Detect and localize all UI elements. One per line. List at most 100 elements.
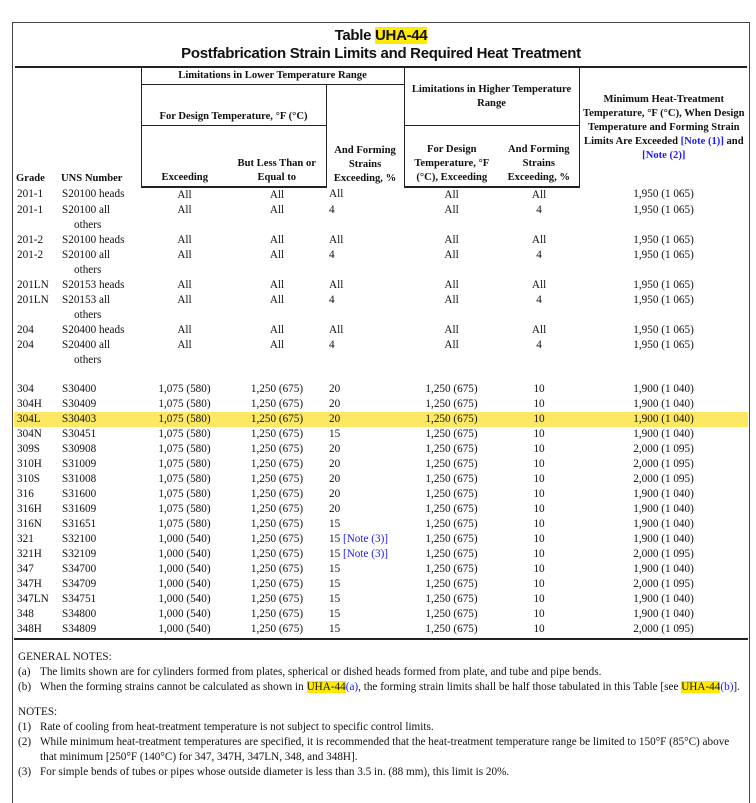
cell-min-ht: 1,950 (1 065) <box>633 204 694 216</box>
uha-44b-link[interactable]: (b) <box>720 681 734 693</box>
cell-grade: 304H <box>17 398 42 410</box>
cell-uns: S31609 <box>62 503 97 515</box>
cell-higher-design: 1,250 (675) <box>425 488 478 500</box>
cell-forming: All <box>329 188 344 200</box>
note-item: (3) For simple bends of tubes or pipes wh… <box>18 766 510 778</box>
cell-uns: S31651 <box>62 518 97 530</box>
table-row: 304H S30409 1,075 (580) 1,250 (675) 20 1,250 … <box>14 397 748 412</box>
title-rule <box>15 66 747 68</box>
table-row: 204 S20400 all others All All 4 All 4 1,950 (1 0… <box>14 338 748 368</box>
cell-less-than: All <box>269 189 285 201</box>
cell-exceeding: 1,000 (540) <box>158 578 211 590</box>
cell-min-ht: 1,950 (1 065) <box>633 324 694 336</box>
cell-exceeding: 1,000 (540) <box>158 608 211 620</box>
table-row: 310H S31009 1,075 (580) 1,250 (675) 20 1,250 … <box>14 457 748 472</box>
cell-higher-design: 1,250 (675) <box>425 518 478 530</box>
cell-higher-forming: 10 <box>533 473 545 485</box>
table-id-link[interactable]: UHA-44 <box>375 27 428 44</box>
cell-uns: S20400 heads <box>62 324 125 336</box>
cell-min-ht: 1,950 (1 065) <box>633 294 694 306</box>
cell-grade: 204 <box>17 324 34 336</box>
cell-higher-design: 1,250 (675) <box>425 443 478 455</box>
cell-forming: 20 <box>326 412 405 427</box>
cell-higher-design: 1,250 (675) <box>425 608 478 620</box>
table-title: Table UHA-44 Postfabrication Strain Limi… <box>181 27 581 62</box>
header-grade: Grade <box>16 173 45 184</box>
cell-higher-design: 1,250 (675) <box>425 398 478 410</box>
cell-less-than: All <box>269 204 285 216</box>
cell-higher-forming: 10 <box>533 563 545 575</box>
cell-forming: 15 <box>326 622 405 640</box>
cell-higher-design: 1,250 (675) <box>404 622 500 640</box>
cell-uns: S31600 <box>62 488 97 500</box>
uha-44-link[interactable]: UHA-44 <box>306 681 346 693</box>
cell-grade: 304L <box>14 412 59 427</box>
cell-less-than: 1,250 (675) <box>250 458 304 470</box>
cell-grade: 201LN <box>17 279 49 291</box>
general-note-b: (b) When the forming strains cannot be ca… <box>18 681 740 693</box>
cell-forming: 15 <box>329 578 341 590</box>
cell-less-than: 1,250 (675) <box>250 503 304 515</box>
cell-exceeding: All <box>177 189 192 201</box>
cell-min-ht: 1,900 (1 040) <box>633 563 694 575</box>
cell-higher-design: 1,250 (675) <box>425 548 478 560</box>
cell-min-ht: 1,900 (1 040) <box>633 383 694 395</box>
cell-exceeding: 1,075 (580) <box>158 443 211 455</box>
general-notes: GENERAL NOTES: (a) The limits shown are f… <box>13 640 749 780</box>
cell-higher-design: 1,250 (675) <box>425 578 478 590</box>
table-row: 304N S30451 1,075 (580) 1,250 (675) 15 1,250 … <box>14 427 748 442</box>
header-less-than: But Less Than or Equal to <box>228 125 326 188</box>
cell-exceeding: 1,000 (540) <box>141 622 228 640</box>
cell-uns: S30403 <box>59 412 141 427</box>
cell-higher-forming: 10 <box>533 503 545 515</box>
table-row: 309S S30908 1,075 (580) 1,250 (675) 20 1,250 … <box>14 442 748 457</box>
cell-higher-design: All <box>444 249 459 261</box>
cell-min-ht: 1,900 (1 040) <box>633 398 694 410</box>
cell-less-than: All <box>269 294 285 306</box>
table-row: 201-1 S20100 all others All All 4 All 4 1,950 (1… <box>14 203 748 233</box>
table-row: 321 S32100 1,000 (540) 1,250 (675) 15 [Note … <box>14 532 748 547</box>
cell-uns: S20100 all others <box>62 249 111 276</box>
cell-forming: 20 <box>329 398 341 410</box>
cell-min-ht: 1,900 (1 040) <box>633 488 694 500</box>
cell-exceeding: All <box>177 204 192 216</box>
cell-grade: 201-1 <box>17 204 44 216</box>
cell-exceeding: All <box>177 249 192 261</box>
cell-less-than: 1,250 (675) <box>250 443 304 455</box>
cell-higher-design: 1,250 (675) <box>404 412 500 427</box>
table-row: 204 S20400 heads All All All All All 1,950 (1 0… <box>14 323 748 338</box>
table-row: 310S S31008 1,075 (580) 1,250 (675) 20 1,250 … <box>14 472 748 487</box>
note-3-link[interactable]: [Note (3)] <box>342 548 389 560</box>
uha-44-link[interactable]: UHA-44 <box>681 681 721 693</box>
cell-min-ht: 1,900 (1 040) <box>633 608 694 620</box>
cell-higher-design: 1,250 (675) <box>425 563 478 575</box>
cell-grade: 309S <box>17 443 41 455</box>
cell-min-ht: 1,950 (1 065) <box>633 234 694 246</box>
cell-exceeding: 1,075 (580) <box>141 412 228 427</box>
note-1-link[interactable]: [Note (1)] <box>680 135 724 147</box>
cell-exceeding: 1,075 (580) <box>158 503 211 515</box>
cell-less-than: All <box>269 324 285 336</box>
cell-grade: 304N <box>17 428 42 440</box>
cell-exceeding: All <box>177 294 192 306</box>
cell-exceeding: 1,075 (580) <box>158 383 211 395</box>
cell-exceeding: All <box>177 339 192 351</box>
cell-higher-design: All <box>444 324 459 336</box>
cell-exceeding: 1,075 (580) <box>158 518 211 530</box>
cell-forming: 4 <box>329 294 335 306</box>
header-lower-range: Limitations in Lower Temperature Range <box>140 68 405 85</box>
cell-higher-design: All <box>444 204 459 216</box>
cell-higher-forming: 4 <box>536 339 542 351</box>
cell-higher-forming: 10 <box>533 608 545 620</box>
header-higher-design: For Design Temperature, °F (°C), Exceedi… <box>403 125 500 188</box>
note-3-link[interactable]: [Note (3)] <box>342 533 389 545</box>
cell-forming: 20 <box>329 488 341 500</box>
table-row: 201LN S20153 heads All All All All All 1,950 (1… <box>14 278 748 293</box>
note-2-link[interactable]: [Note (2)] <box>642 149 686 161</box>
general-note-a: (a) The limits shown are for cylinders fo… <box>18 666 602 678</box>
table-row: 348 S34800 1,000 (540) 1,250 (675) 15 1,250 (… <box>14 607 748 622</box>
cell-higher-design: 1,250 (675) <box>425 383 478 395</box>
cell-higher-design: All <box>444 189 459 201</box>
uha-44a-link[interactable]: (a) <box>345 681 359 693</box>
cell-forming: 20 <box>329 443 341 455</box>
